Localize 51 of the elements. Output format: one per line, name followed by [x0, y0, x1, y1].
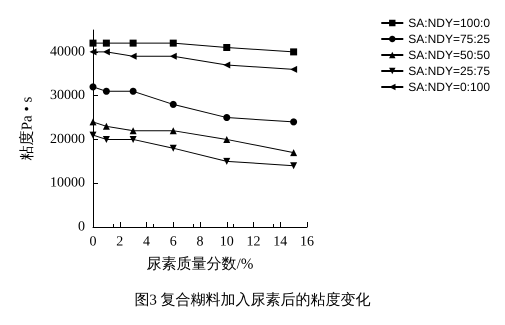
legend-label: SA:NDY=0:100: [408, 80, 490, 94]
x-tick-label: 4: [143, 234, 150, 250]
point: [170, 144, 177, 152]
point: [290, 66, 298, 73]
point: [170, 100, 177, 108]
x-tick-label: 6: [170, 234, 177, 250]
point: [90, 40, 96, 47]
legend-label: SA:NDY=50:50: [408, 48, 490, 62]
x-tick-label: 10: [220, 234, 234, 250]
point: [130, 88, 137, 95]
point: [223, 114, 230, 122]
y-tick-label: 40000: [50, 44, 85, 60]
point: [223, 158, 230, 165]
legend-label: SA:NDY=25:75: [408, 64, 490, 78]
point: [223, 44, 230, 52]
legend-label: SA:NDY=100:0: [408, 16, 490, 30]
x-tick-label: 8: [196, 234, 204, 250]
point: [130, 136, 137, 143]
y-tick-label: 20000: [50, 132, 85, 147]
x-tick-label: 16: [300, 234, 314, 250]
point: [90, 132, 96, 139]
legend-label: SA:NDY=75:25: [408, 32, 490, 46]
point: [102, 136, 110, 143]
point: [102, 122, 110, 130]
x-tick-label: 0: [90, 234, 96, 250]
x-axis-title: 尿素质量分数/%: [146, 256, 254, 272]
point: [170, 52, 177, 60]
point: [130, 52, 137, 60]
point: [90, 83, 96, 90]
point: [102, 48, 110, 56]
x-tick-label: 14: [273, 234, 288, 250]
point: [170, 40, 177, 47]
point: [223, 136, 230, 143]
y-tick-label: 30000: [50, 88, 85, 104]
text: 图3 复合糊料加入尿素后的粘度变化: [134, 292, 371, 308]
point: [290, 48, 298, 56]
point: [290, 118, 298, 126]
point: [130, 127, 137, 134]
point: [102, 88, 110, 95]
point: [223, 62, 230, 69]
point: [170, 127, 177, 134]
point: [290, 162, 298, 170]
y-axis-title: 粘度Pa • s: [18, 96, 36, 160]
x-tick-label: 12: [246, 234, 260, 250]
point: [290, 149, 298, 156]
x-tick-label: 2: [116, 234, 124, 250]
y-tick-label: 10000: [50, 176, 85, 191]
point: [130, 40, 137, 47]
point: [102, 40, 110, 47]
y-tick-label: 0: [78, 220, 85, 234]
point: [90, 118, 96, 126]
